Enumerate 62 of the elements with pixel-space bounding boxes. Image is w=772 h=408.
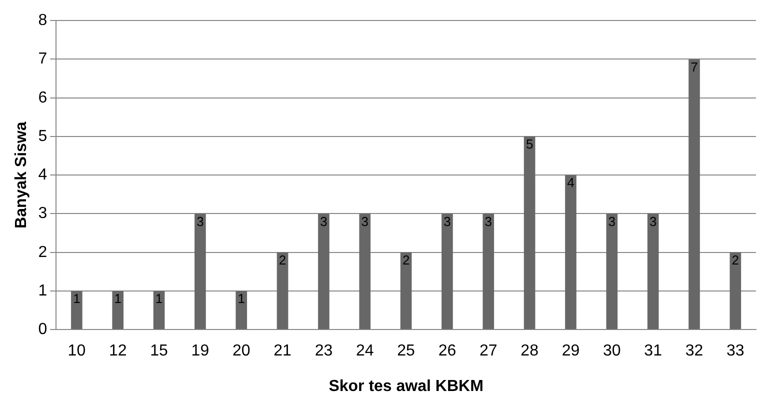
- bar: [400, 252, 412, 330]
- x-tick-label: 15: [150, 342, 168, 360]
- x-tick-label: 29: [562, 342, 580, 360]
- data-label: 3: [196, 214, 204, 229]
- bar: [236, 290, 248, 330]
- x-tick-label: 31: [644, 342, 662, 360]
- data-label: 3: [649, 214, 657, 229]
- y-tick-label: 0: [38, 321, 48, 338]
- data-label: 1: [155, 291, 163, 306]
- bar: [647, 214, 659, 330]
- bar: [318, 214, 330, 330]
- x-tick-label: 32: [685, 342, 704, 360]
- data-label: 7: [690, 59, 698, 74]
- bar: [482, 214, 494, 330]
- x-tick-label: 21: [274, 342, 292, 360]
- x-axis-title: Skor tes awal KBKM: [328, 378, 484, 395]
- bar: [442, 214, 453, 330]
- x-tick-label: 20: [232, 342, 250, 360]
- bar: [276, 252, 288, 330]
- bar: [153, 290, 165, 330]
- y-tick-label: 4: [38, 166, 48, 184]
- y-tick-label: 6: [38, 89, 48, 106]
- y-tick-label: 2: [38, 244, 48, 261]
- y-tick-label: 1: [38, 282, 48, 300]
- bar: [606, 214, 618, 330]
- bar: [565, 175, 576, 330]
- y-tick-label: 5: [38, 128, 48, 145]
- x-tick-label: 26: [438, 342, 456, 360]
- bar: [524, 136, 536, 330]
- data-label: 3: [484, 214, 492, 229]
- data-label: 3: [608, 214, 616, 229]
- data-label: 5: [526, 136, 534, 152]
- y-tick-label: 8: [38, 12, 48, 30]
- data-label: 2: [402, 252, 410, 268]
- data-label: 1: [73, 291, 80, 306]
- y-tick-label: 7: [38, 50, 48, 68]
- x-tick-label: 30: [603, 342, 621, 360]
- x-tick-label: 23: [314, 342, 333, 360]
- bar: [359, 214, 371, 330]
- data-label: 3: [320, 214, 328, 229]
- x-tick-label: 12: [108, 342, 127, 360]
- bar: [112, 290, 124, 330]
- y-tick-label: 3: [38, 205, 48, 222]
- data-label: 3: [444, 214, 451, 229]
- x-tick-label: 24: [356, 342, 374, 360]
- y-axis-title: Banyak Siswa: [13, 122, 30, 228]
- bar: [71, 290, 82, 330]
- x-tick-label: 25: [397, 342, 416, 360]
- data-label: 4: [567, 175, 574, 190]
- data-label: 3: [361, 214, 368, 229]
- data-label: 1: [238, 291, 245, 306]
- x-tick-label: 19: [191, 342, 210, 360]
- x-tick-label: 28: [520, 342, 539, 360]
- x-tick-label: 10: [68, 342, 86, 360]
- bar: [688, 59, 700, 330]
- x-tick-label: 33: [726, 342, 744, 360]
- bar: [194, 214, 206, 330]
- x-tick-label: 27: [479, 342, 498, 360]
- bar: [730, 252, 742, 330]
- data-label: 2: [732, 252, 740, 268]
- data-label: 1: [114, 291, 122, 306]
- data-label: 2: [278, 252, 286, 268]
